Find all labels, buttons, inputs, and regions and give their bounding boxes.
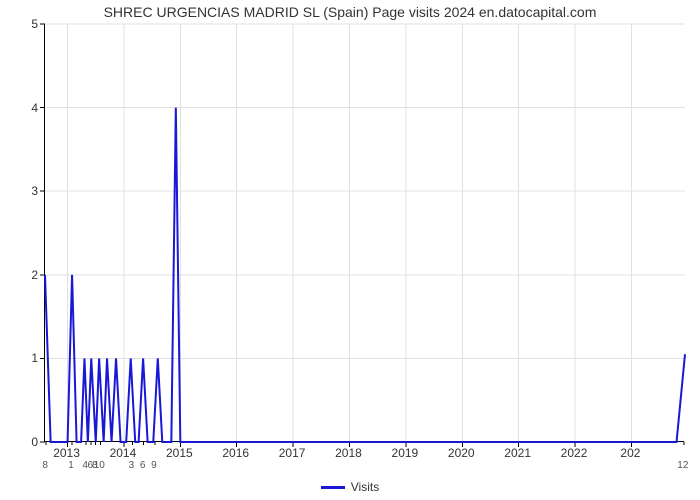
y-tick-label: 5 xyxy=(8,17,38,31)
chart-svg xyxy=(45,24,685,442)
x-tick-label: 2019 xyxy=(392,446,419,460)
x-tick-label: 2017 xyxy=(279,446,306,460)
chart-figure: SHREC URGENCIAS MADRID SL (Spain) Page v… xyxy=(0,0,700,500)
x-minor-tick-label: 1 xyxy=(68,460,74,471)
x-tick-label: 2020 xyxy=(448,446,475,460)
chart-legend: Visits xyxy=(0,480,700,494)
x-minor-tick-label: 3 xyxy=(129,460,135,471)
chart-title: SHREC URGENCIAS MADRID SL (Spain) Page v… xyxy=(0,4,700,20)
x-tick-label: 2018 xyxy=(335,446,362,460)
x-tick-label: 2015 xyxy=(166,446,193,460)
x-tick-label: 2013 xyxy=(53,446,80,460)
x-minor-tick-label: 9 xyxy=(151,460,157,471)
x-tick-label: 202 xyxy=(620,446,640,460)
x-minor-tick-label: 10 xyxy=(94,460,105,471)
x-minor-tick-label: 8 xyxy=(42,460,48,471)
y-tick-label: 1 xyxy=(8,351,38,365)
y-tick-label: 0 xyxy=(8,435,38,449)
x-minor-tick-label: 12 xyxy=(677,460,688,471)
y-tick-label: 3 xyxy=(8,184,38,198)
x-tick-label: 2021 xyxy=(504,446,531,460)
plot-area xyxy=(44,24,684,442)
x-tick-label: 2016 xyxy=(222,446,249,460)
x-tick-label: 2022 xyxy=(561,446,588,460)
y-tick-label: 4 xyxy=(8,101,38,115)
legend-label: Visits xyxy=(351,480,379,494)
x-minor-tick-label: 6 xyxy=(140,460,146,471)
y-tick-label: 2 xyxy=(8,268,38,282)
legend-swatch xyxy=(321,486,345,489)
x-tick-label: 2014 xyxy=(110,446,137,460)
